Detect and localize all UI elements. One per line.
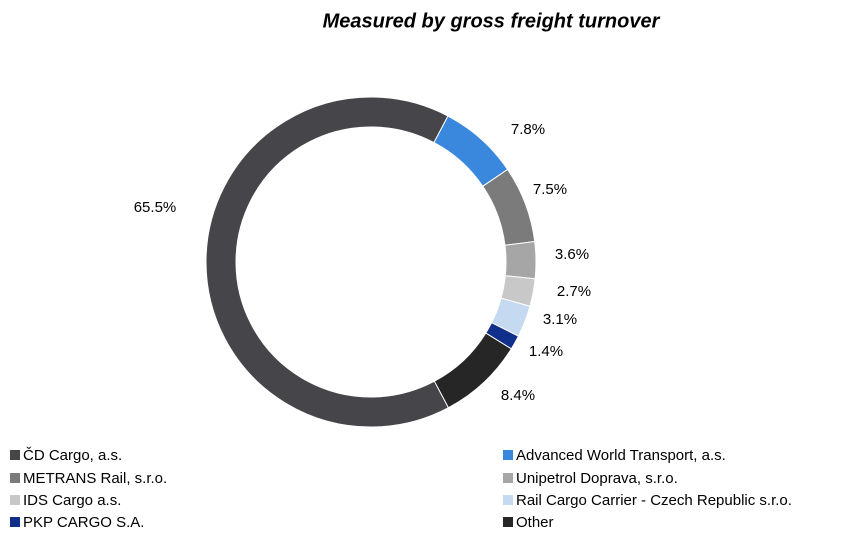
data-label: 8.4% xyxy=(501,387,535,404)
legend-swatch xyxy=(503,473,513,483)
data-label: 7.8% xyxy=(511,121,545,138)
data-label: 3.6% xyxy=(555,246,589,263)
legend-swatch xyxy=(10,517,20,527)
data-label: 65.5% xyxy=(134,199,177,216)
donut-slice xyxy=(482,168,536,246)
legend-swatch xyxy=(10,473,20,483)
chart-title: Measured by gross freight turnover xyxy=(323,10,661,32)
donut-slice xyxy=(433,332,512,409)
legend-label: METRANS Rail, s.r.o. xyxy=(23,470,167,487)
data-label: 3.1% xyxy=(543,311,577,328)
legend-swatch xyxy=(10,495,20,505)
legend-label: Advanced World Transport, a.s. xyxy=(516,447,726,464)
donut-slice xyxy=(433,115,509,187)
legend-label: Other xyxy=(516,514,554,531)
data-label: 1.4% xyxy=(529,343,563,360)
legend-label: PKP CARGO S.A. xyxy=(23,514,144,531)
legend-label: Rail Cargo Carrier - Czech Republic s.r.… xyxy=(516,492,792,509)
donut-slice xyxy=(504,240,537,280)
legend-swatch xyxy=(503,495,513,505)
legend-swatch xyxy=(503,450,513,460)
data-label: 7.5% xyxy=(533,181,567,198)
legend-label: Unipetrol Doprava, s.r.o. xyxy=(516,470,678,487)
donut-slice xyxy=(205,96,450,428)
legend-swatch xyxy=(10,450,20,460)
legend-swatch xyxy=(503,517,513,527)
data-label: 2.7% xyxy=(557,283,591,300)
legend-label: ČD Cargo, a.s. xyxy=(23,447,122,464)
legend-label: IDS Cargo a.s. xyxy=(23,492,121,509)
